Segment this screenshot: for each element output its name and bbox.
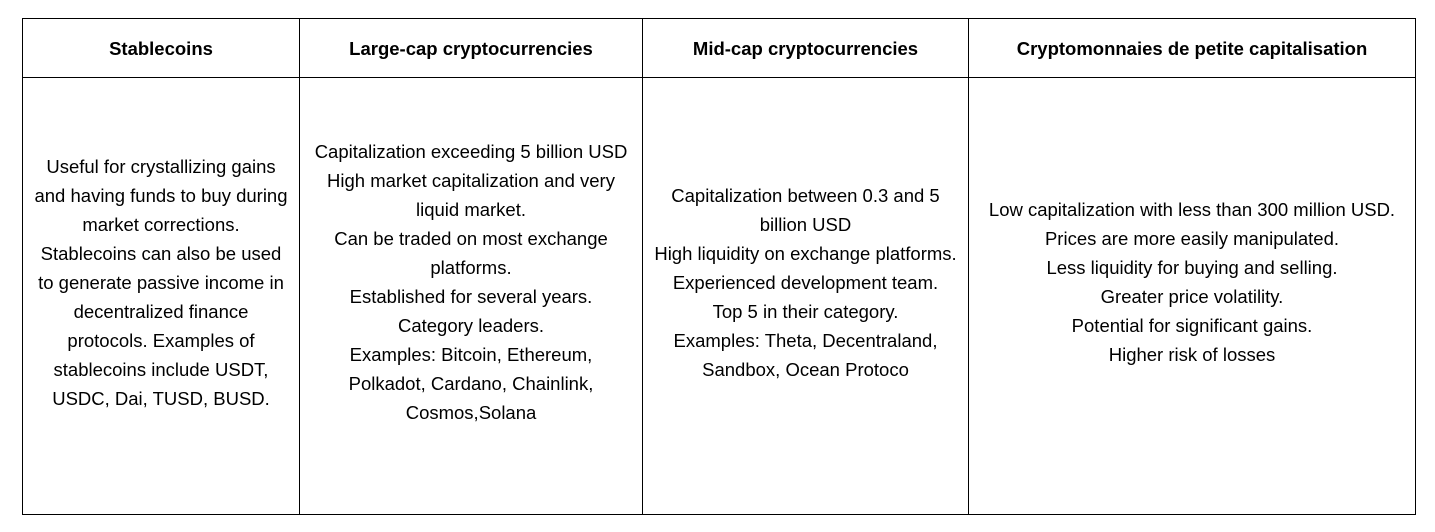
- header-small-cap: Cryptomonnaies de petite capitalisation: [968, 18, 1416, 78]
- small-cap-description: Low capitalization with less than 300 mi…: [988, 199, 1396, 365]
- cell-stablecoins: Useful for crystallizing gains and havin…: [22, 77, 300, 515]
- cell-large-cap: Capitalization exceeding 5 billion USD H…: [299, 77, 643, 515]
- header-stablecoins: Stablecoins: [22, 18, 300, 78]
- table-header-row: Stablecoins Large-cap cryptocurrencies M…: [22, 18, 1416, 78]
- stablecoins-description: Useful for crystallizing gains and havin…: [34, 155, 288, 409]
- table-row: Useful for crystallizing gains and havin…: [22, 77, 1416, 515]
- header-large-cap: Large-cap cryptocurrencies: [299, 18, 643, 78]
- crypto-categories-table: Stablecoins Large-cap cryptocurrencies M…: [22, 18, 1416, 515]
- cell-small-cap: Low capitalization with less than 300 mi…: [968, 77, 1416, 515]
- header-mid-cap: Mid-cap cryptocurrencies: [642, 18, 969, 78]
- large-cap-description: Capitalization exceeding 5 billion USD H…: [314, 141, 628, 423]
- cell-mid-cap: Capitalization between 0.3 and 5 billion…: [642, 77, 969, 515]
- mid-cap-description: Capitalization between 0.3 and 5 billion…: [654, 184, 957, 380]
